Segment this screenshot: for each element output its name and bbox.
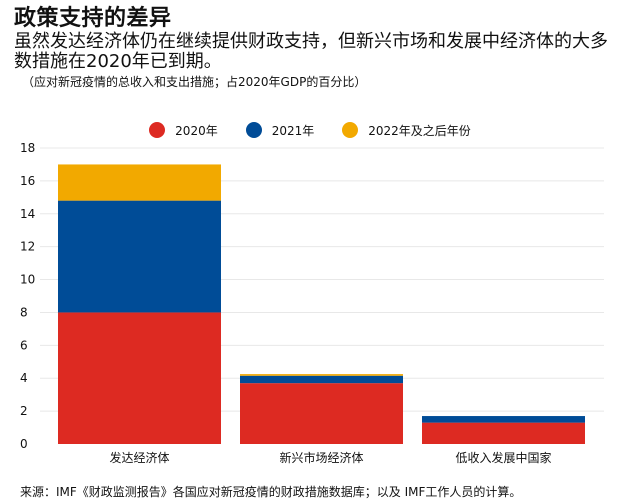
legend-label-2022: 2022年及之后年份: [368, 123, 471, 138]
x-category-label: 低收入发展中国家: [455, 450, 551, 465]
chart-title: 政策支持的差异: [14, 6, 172, 31]
legend-swatch-2021: [245, 122, 262, 138]
bar-segment: [422, 416, 585, 423]
bar-segment: [240, 383, 403, 444]
y-tick-label: 14: [20, 207, 35, 221]
y-tick-label: 6: [20, 338, 28, 352]
bar-segment: [58, 200, 221, 313]
x-category-label: 发达经济体: [109, 450, 169, 465]
legend-swatch-2020: [149, 122, 166, 138]
y-tick-label: 10: [20, 273, 35, 287]
bar-segment: [58, 164, 221, 201]
legend-label-2021: 2021年: [271, 123, 315, 138]
bar-segment: [58, 312, 221, 444]
y-tick-label: 4: [20, 371, 28, 385]
legend-item-2022: 2022年及之后年份: [342, 122, 471, 139]
legend-swatch-2022: [342, 122, 359, 138]
chart-unit-note: （应对新冠疫情的总收入和支出措施；占2020年GDP的百分比）: [22, 75, 367, 89]
chart-legend: 2020年 2021年 2022年及之后年份: [0, 120, 620, 140]
y-tick-label: 18: [20, 141, 35, 155]
bar-segment: [422, 422, 585, 444]
y-tick-label: 0: [20, 437, 28, 451]
y-tick-label: 16: [20, 174, 35, 188]
x-category-label: 新兴市场经济体: [279, 450, 363, 465]
bar-segment: [240, 374, 403, 376]
y-tick-label: 12: [20, 240, 35, 254]
legend-item-2021: 2021年: [245, 122, 315, 139]
y-tick-label: 8: [20, 305, 28, 319]
legend-item-2020: 2020年: [149, 122, 218, 139]
legend-label-2020: 2020年: [175, 123, 218, 138]
y-tick-label: 2: [20, 404, 28, 418]
source-note: 来源：IMF《财政监测报告》各国应对新冠疫情的财政措施数据库；以及 IMF工作人…: [20, 485, 522, 499]
chart-subtitle: 虽然发达经济体仍在继续提供财政支持，但新兴市场和发展中经济体的大多数措施在202…: [14, 31, 608, 72]
bar-segment: [240, 375, 403, 384]
